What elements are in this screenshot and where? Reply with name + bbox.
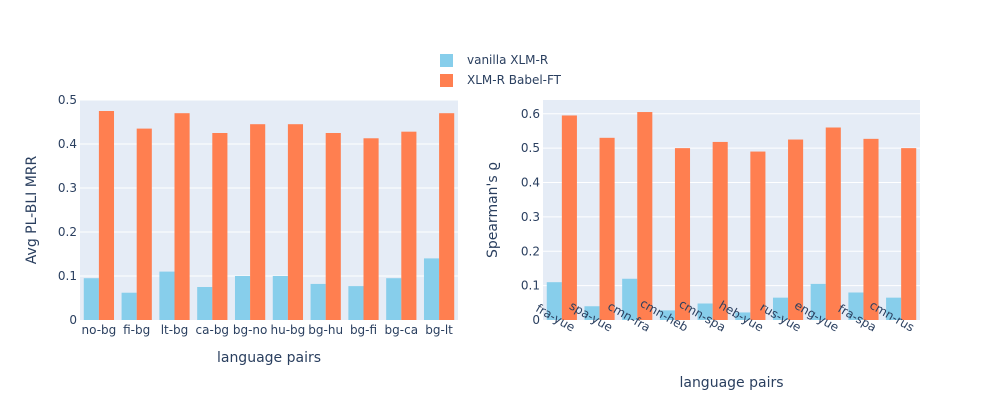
chart2-bar-vanilla: [886, 297, 902, 320]
chart2-ytick-label: 0.2: [521, 244, 540, 258]
chart1-ytick-label: 0.1: [58, 269, 77, 283]
chart1-bar-vanilla: [234, 276, 251, 320]
chart2-bar-babel-ft: [599, 137, 615, 320]
chart1-bar-babel-ft: [250, 124, 266, 320]
chart1-bar-vanilla: [197, 287, 213, 320]
chart1-bar-babel-ft: [98, 111, 115, 320]
chart2-bar-vanilla: [810, 283, 826, 320]
chart1-bar-babel-ft: [136, 128, 152, 320]
chart2-ytick-label: 0.4: [521, 176, 540, 190]
chart2-bar-babel-ft: [637, 112, 653, 320]
chart2-x-axis-title: language pairs: [679, 375, 783, 391]
chart2-bar-vanilla: [584, 306, 600, 320]
chart1-xtick-label: no-bg: [82, 323, 117, 337]
chart2-bar-vanilla: [735, 312, 751, 320]
chart1-ytick-label: 0.4: [58, 137, 77, 151]
chart1-bar-babel-ft: [287, 124, 304, 320]
chart1-xtick-label: fi-bg: [123, 323, 150, 337]
legend-swatch-vanilla: [440, 53, 453, 67]
chart2-ytick-label: 0.3: [521, 210, 540, 224]
chart1-x-axis-title: language pairs: [217, 350, 321, 366]
chart1-xtick-label: lt-bg: [161, 323, 189, 337]
chart2-ytick-label: 0.6: [521, 107, 540, 121]
chart2-bar-babel-ft: [561, 115, 577, 320]
chart2-ytick-label: 0: [532, 313, 540, 327]
chart1-xtick-label: bg-hu: [308, 323, 343, 337]
chart1-ytick-label: 0.2: [58, 225, 77, 239]
chart2-bar-babel-ft: [788, 139, 804, 320]
chart1-xtick-label: bg-ca: [385, 323, 419, 337]
chart2-bar-babel-ft: [863, 138, 879, 320]
chart2-bar-babel-ft: [750, 151, 766, 320]
legend-item-babel-ft[interactable]: XLM-R Babel-FT: [440, 70, 561, 90]
chart2-bar-vanilla: [772, 297, 789, 320]
chart1-bar-vanilla: [386, 278, 402, 320]
chart1-bar-babel-ft: [174, 113, 190, 320]
chart1-xtick-label: bg-no: [233, 323, 268, 337]
chart2-bar-babel-ft: [674, 148, 691, 320]
chart2-ytick-label: 0.1: [521, 279, 540, 293]
chart1-bar-vanilla: [423, 258, 440, 320]
legend: vanilla XLM-R XLM-R Babel-FT: [440, 50, 561, 90]
legend-item-vanilla[interactable]: vanilla XLM-R: [440, 50, 561, 70]
chart1-xtick-label: bg-fi: [350, 323, 377, 337]
chart1-bar-babel-ft: [212, 133, 228, 320]
chart1-bar-vanilla: [272, 276, 288, 320]
chart1-ytick-label: 0.5: [58, 93, 77, 107]
chart2-bar-vanilla: [546, 282, 562, 320]
chart1-bar-babel-ft: [401, 131, 417, 320]
chart2-bar-babel-ft: [825, 127, 841, 320]
chart2-bar-babel-ft: [712, 141, 728, 320]
chart1-bar-babel-ft: [363, 138, 379, 320]
chart1-bar-vanilla: [121, 292, 137, 320]
chart2-bar-vanilla: [848, 292, 864, 320]
chart1-bar-babel-ft: [439, 113, 455, 320]
chart2-bar-vanilla: [622, 278, 638, 320]
chart1-bar-vanilla: [348, 286, 364, 320]
legend-label-vanilla: vanilla XLM-R: [467, 53, 549, 67]
chart2-ytick-label: 0.5: [521, 141, 540, 155]
chart1-xtick-label: ca-bg: [196, 323, 230, 337]
chart1-ytick-label: 0.3: [58, 181, 77, 195]
chart2-y-axis-title: Spearman's ϱ: [485, 162, 501, 258]
chart2-bar-vanilla: [697, 303, 713, 320]
chart1-bar-vanilla: [310, 283, 326, 320]
chart1-bar-vanilla: [83, 278, 99, 320]
chart1-ytick-label: 0: [69, 313, 77, 327]
chart1-xtick-label: hu-bg: [271, 323, 306, 337]
legend-swatch-babel-ft: [440, 73, 453, 87]
chart1-y-axis-title: Avg PL-BLI MRR: [24, 156, 40, 265]
chart1-bar-vanilla: [159, 271, 175, 320]
chart1-xtick-label: bg-lt: [425, 323, 453, 337]
chart2-bar-babel-ft: [901, 148, 917, 320]
legend-label-babel-ft: XLM-R Babel-FT: [467, 73, 562, 87]
chart2-bar-vanilla: [659, 310, 675, 320]
chart1-bar-babel-ft: [325, 133, 341, 320]
